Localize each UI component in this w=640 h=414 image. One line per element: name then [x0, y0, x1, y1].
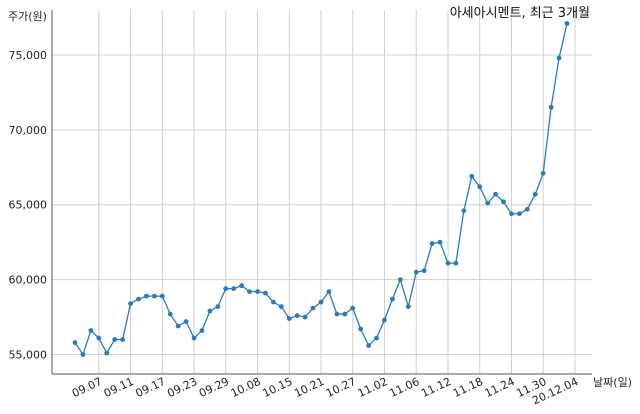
data-point — [247, 289, 252, 295]
data-point — [151, 293, 157, 299]
x-tick-label: 10.15 — [260, 375, 294, 400]
data-point — [548, 104, 554, 110]
data-point — [231, 286, 237, 292]
data-point — [278, 304, 284, 309]
data-point — [104, 350, 110, 356]
data-point — [429, 241, 435, 247]
data-point — [294, 313, 300, 318]
data-point — [556, 55, 562, 61]
data-point — [366, 343, 372, 348]
data-point — [358, 326, 364, 332]
x-tick-label: 11.18 — [451, 375, 485, 400]
data-point — [270, 299, 276, 305]
x-tick-label: 09.23 — [165, 375, 199, 400]
x-tick-label: 10.08 — [229, 375, 263, 400]
y-tick-label: 70,000 — [9, 124, 48, 137]
axes — [51, 10, 592, 375]
data-point — [453, 260, 459, 266]
data-point — [516, 211, 522, 217]
data-point — [421, 268, 427, 274]
data-point — [540, 170, 546, 176]
data-point — [223, 286, 229, 292]
data-point — [382, 317, 387, 323]
x-tick-label: 10.27 — [324, 375, 358, 400]
y-tick-label: 60,000 — [9, 274, 48, 287]
data-point — [437, 239, 443, 245]
data-point — [485, 200, 491, 206]
y-axis-label: 주가(원) — [8, 10, 47, 23]
data-point — [397, 277, 403, 283]
data-point — [88, 328, 94, 333]
data-point — [501, 199, 506, 205]
data-point — [390, 296, 395, 302]
x-tick-label: 11.12 — [419, 375, 453, 400]
data-point — [112, 337, 118, 342]
x-tick-label: 11.02 — [356, 375, 390, 400]
x-tick-label: 09.17 — [134, 375, 168, 400]
data-point — [469, 173, 475, 179]
y-tick-label: 75,000 — [9, 49, 48, 62]
data-point — [286, 316, 292, 321]
data-point — [374, 335, 379, 341]
data-point — [509, 211, 514, 217]
x-tick-label: 11.06 — [387, 375, 421, 400]
data-point — [183, 319, 189, 324]
data-point — [413, 269, 419, 275]
data-point — [175, 323, 181, 329]
data-point — [136, 296, 141, 302]
data-point — [445, 260, 451, 266]
data-point — [461, 208, 467, 214]
data-point — [255, 289, 260, 295]
data-point — [207, 308, 213, 314]
data-point — [263, 290, 268, 296]
x-tick-label: 09.29 — [197, 375, 231, 400]
grid-lines — [52, 10, 592, 374]
data-point — [342, 311, 348, 317]
data-point — [405, 304, 411, 309]
data-point — [302, 314, 308, 320]
data-point — [128, 301, 133, 306]
data-point — [239, 283, 245, 289]
y-tick-label: 65,000 — [9, 199, 48, 212]
y-tick-label: 55,000 — [9, 349, 48, 362]
data-point — [326, 289, 332, 295]
data-point — [524, 206, 530, 212]
data-point — [532, 191, 538, 197]
data-point — [144, 293, 149, 299]
data-point — [80, 352, 86, 357]
x-tick-label: 09.07 — [70, 375, 104, 400]
data-point — [120, 337, 126, 342]
data-point — [167, 311, 173, 317]
data-point — [477, 184, 483, 190]
data-point — [72, 340, 78, 345]
series-points — [72, 21, 570, 357]
data-point — [215, 304, 221, 309]
x-tick-label: 10.21 — [292, 375, 326, 400]
x-tick-label: 11.24 — [483, 375, 517, 400]
x-tick-label: 09.11 — [102, 375, 136, 400]
data-point — [493, 191, 498, 197]
data-point — [334, 311, 340, 317]
x-axis-label: 날짜(일) — [593, 375, 632, 389]
data-point — [310, 305, 316, 311]
data-point — [564, 21, 570, 26]
data-point — [199, 328, 205, 333]
data-point — [318, 299, 324, 305]
data-point — [191, 335, 197, 341]
data-point — [350, 305, 356, 311]
data-point — [96, 335, 102, 341]
chart-title: 아세아시멘트, 최근 3개월 — [450, 6, 590, 21]
data-point — [159, 293, 165, 299]
tick-labels: 55,000 60,000 65,000 70,000 75,000 09.0709.11… — [9, 49, 581, 407]
